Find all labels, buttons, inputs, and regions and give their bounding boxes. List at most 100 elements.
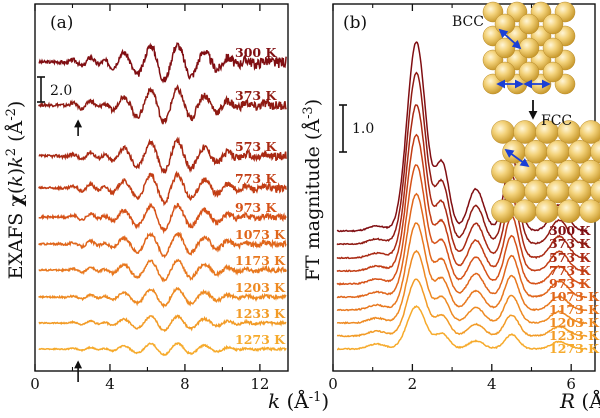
legend-label-a: 973 K bbox=[235, 200, 277, 215]
panel-a-legend: 300 K 373 K 573 K 773 K 973 K 1073 K 1173 K 120… bbox=[235, 45, 286, 347]
legend-label-b: 773 K bbox=[549, 263, 591, 278]
x-tick-label: 0 bbox=[30, 375, 40, 393]
atom-sphere bbox=[491, 199, 515, 223]
x-tick-label: 4 bbox=[487, 375, 497, 393]
legend-label-a: 1173 K bbox=[235, 253, 286, 268]
legend-label-a: 300 K bbox=[235, 45, 277, 60]
panel-b-label: (b) bbox=[343, 13, 367, 33]
ft-curve-1203-K bbox=[336, 249, 588, 325]
atom-sphere bbox=[518, 13, 540, 35]
panel-a-scale-label: 2.0 bbox=[50, 83, 72, 99]
legend-label-a: 573 K bbox=[235, 139, 277, 154]
legend-label-a: 773 K bbox=[235, 171, 277, 186]
panel-a-frame bbox=[34, 3, 289, 372]
legend-label-a: 1073 K bbox=[235, 227, 286, 242]
atom-sphere bbox=[546, 140, 570, 164]
ft-curve-1273-K bbox=[337, 304, 588, 351]
atom-sphere bbox=[542, 37, 564, 59]
legend-label-b: 1173 K bbox=[549, 302, 600, 317]
atom-sphere bbox=[557, 199, 581, 223]
atom-sphere bbox=[494, 61, 516, 83]
exafs-curve-373-K bbox=[38, 84, 287, 125]
x-tick-label: 4 bbox=[105, 375, 115, 393]
exafs-curve-773-K bbox=[38, 170, 287, 207]
atom-sphere bbox=[524, 140, 548, 164]
atom-sphere bbox=[579, 199, 600, 223]
panel-a-scale-bar: 2.0 bbox=[37, 76, 72, 103]
atom-sphere bbox=[579, 159, 600, 184]
fcc-label: FCC bbox=[541, 113, 572, 129]
legend-label-b: 573 K bbox=[549, 250, 591, 265]
displacement-arrows bbox=[496, 28, 551, 168]
atom-sphere bbox=[502, 140, 526, 164]
panel-b-xlabel: R (Å) bbox=[559, 388, 600, 413]
displacement-arrow bbox=[498, 28, 522, 50]
bcc-lattice bbox=[482, 1, 576, 95]
panel-a-ticks: 0 4 8 12 bbox=[30, 4, 269, 393]
x-tick-label: 2 bbox=[408, 375, 418, 393]
atom-sphere bbox=[513, 120, 537, 144]
legend-label-a: 1203 K bbox=[235, 280, 286, 295]
atom-sphere bbox=[542, 13, 564, 35]
atom-sphere bbox=[494, 13, 516, 35]
exafs-curve-1233-K bbox=[38, 314, 287, 333]
atom-sphere bbox=[568, 179, 592, 204]
legend-label-a: 1233 K bbox=[235, 306, 286, 321]
legend-label-b: 1273 K bbox=[549, 341, 600, 356]
panel-a-xlabel: k (Å-1) bbox=[268, 388, 329, 413]
displacement-arrow bbox=[504, 148, 530, 168]
panel-b-ylabel: FT magnitude (Å-3) bbox=[301, 99, 325, 281]
exafs-curve-973-K bbox=[38, 202, 287, 235]
atom-sphere bbox=[568, 140, 592, 164]
atom-sphere bbox=[491, 120, 515, 144]
panel-b-scale-label: 1.0 bbox=[352, 121, 374, 137]
fcc-lattice bbox=[491, 120, 600, 223]
atom-sphere bbox=[542, 61, 564, 83]
ft-curve-1173-K bbox=[336, 222, 588, 312]
ft-curve-973-K bbox=[336, 164, 588, 286]
atom-sphere bbox=[524, 179, 548, 204]
ft-curve-300-K bbox=[336, 41, 588, 233]
atom-sphere bbox=[518, 61, 540, 83]
x-tick-label: 12 bbox=[250, 375, 269, 393]
panel-b-scale-bar: 1.0 bbox=[339, 104, 374, 153]
exafs-curve-300-K bbox=[38, 42, 287, 84]
atom-sphere bbox=[590, 179, 600, 203]
ft-curve-1233-K bbox=[336, 278, 588, 338]
panel-a-ylabel: EXAFS χ(k)k2 (Å-2) bbox=[4, 101, 28, 280]
atom-sphere bbox=[513, 199, 537, 223]
atom-sphere bbox=[491, 159, 515, 184]
atom-sphere bbox=[546, 179, 570, 204]
atom-sphere bbox=[579, 120, 600, 144]
exafs-curve-1203-K bbox=[38, 286, 287, 309]
panel-b-ticks: 0 2 4 6 bbox=[328, 4, 576, 393]
lattice-inset: BCC FCC bbox=[452, 1, 600, 223]
atom-sphere bbox=[518, 37, 540, 59]
panel-a-label: (a) bbox=[50, 13, 73, 33]
legend-label-b: 300 K bbox=[549, 223, 591, 238]
exafs-curve-1173-K bbox=[38, 258, 287, 283]
bcc-label: BCC bbox=[452, 14, 484, 30]
ft-curve-373-K bbox=[336, 71, 588, 246]
legend-label-a: 373 K bbox=[235, 88, 277, 103]
legend-label-a: 1273 K bbox=[235, 332, 286, 347]
legend-label-b: 973 K bbox=[549, 276, 591, 291]
x-tick-label: 6 bbox=[566, 375, 576, 393]
x-tick-label: 0 bbox=[328, 375, 338, 393]
exafs-curve-1073-K bbox=[38, 231, 287, 259]
atom-sphere bbox=[502, 179, 526, 204]
atom-sphere bbox=[535, 199, 559, 223]
exafs-curve-1273-K bbox=[38, 341, 287, 357]
legend-label-b: 1073 K bbox=[549, 289, 600, 304]
ft-curve-1073-K bbox=[336, 192, 588, 299]
legend-label-b: 1233 K bbox=[549, 328, 600, 343]
legend-label-b: 1203 K bbox=[549, 315, 600, 330]
panel-b-curves bbox=[336, 41, 588, 351]
atom-sphere bbox=[557, 159, 581, 184]
atom-sphere bbox=[590, 140, 600, 164]
atom-sphere bbox=[535, 159, 559, 184]
ft-curve-773-K bbox=[336, 133, 588, 273]
legend-label-b: 373 K bbox=[549, 236, 591, 251]
